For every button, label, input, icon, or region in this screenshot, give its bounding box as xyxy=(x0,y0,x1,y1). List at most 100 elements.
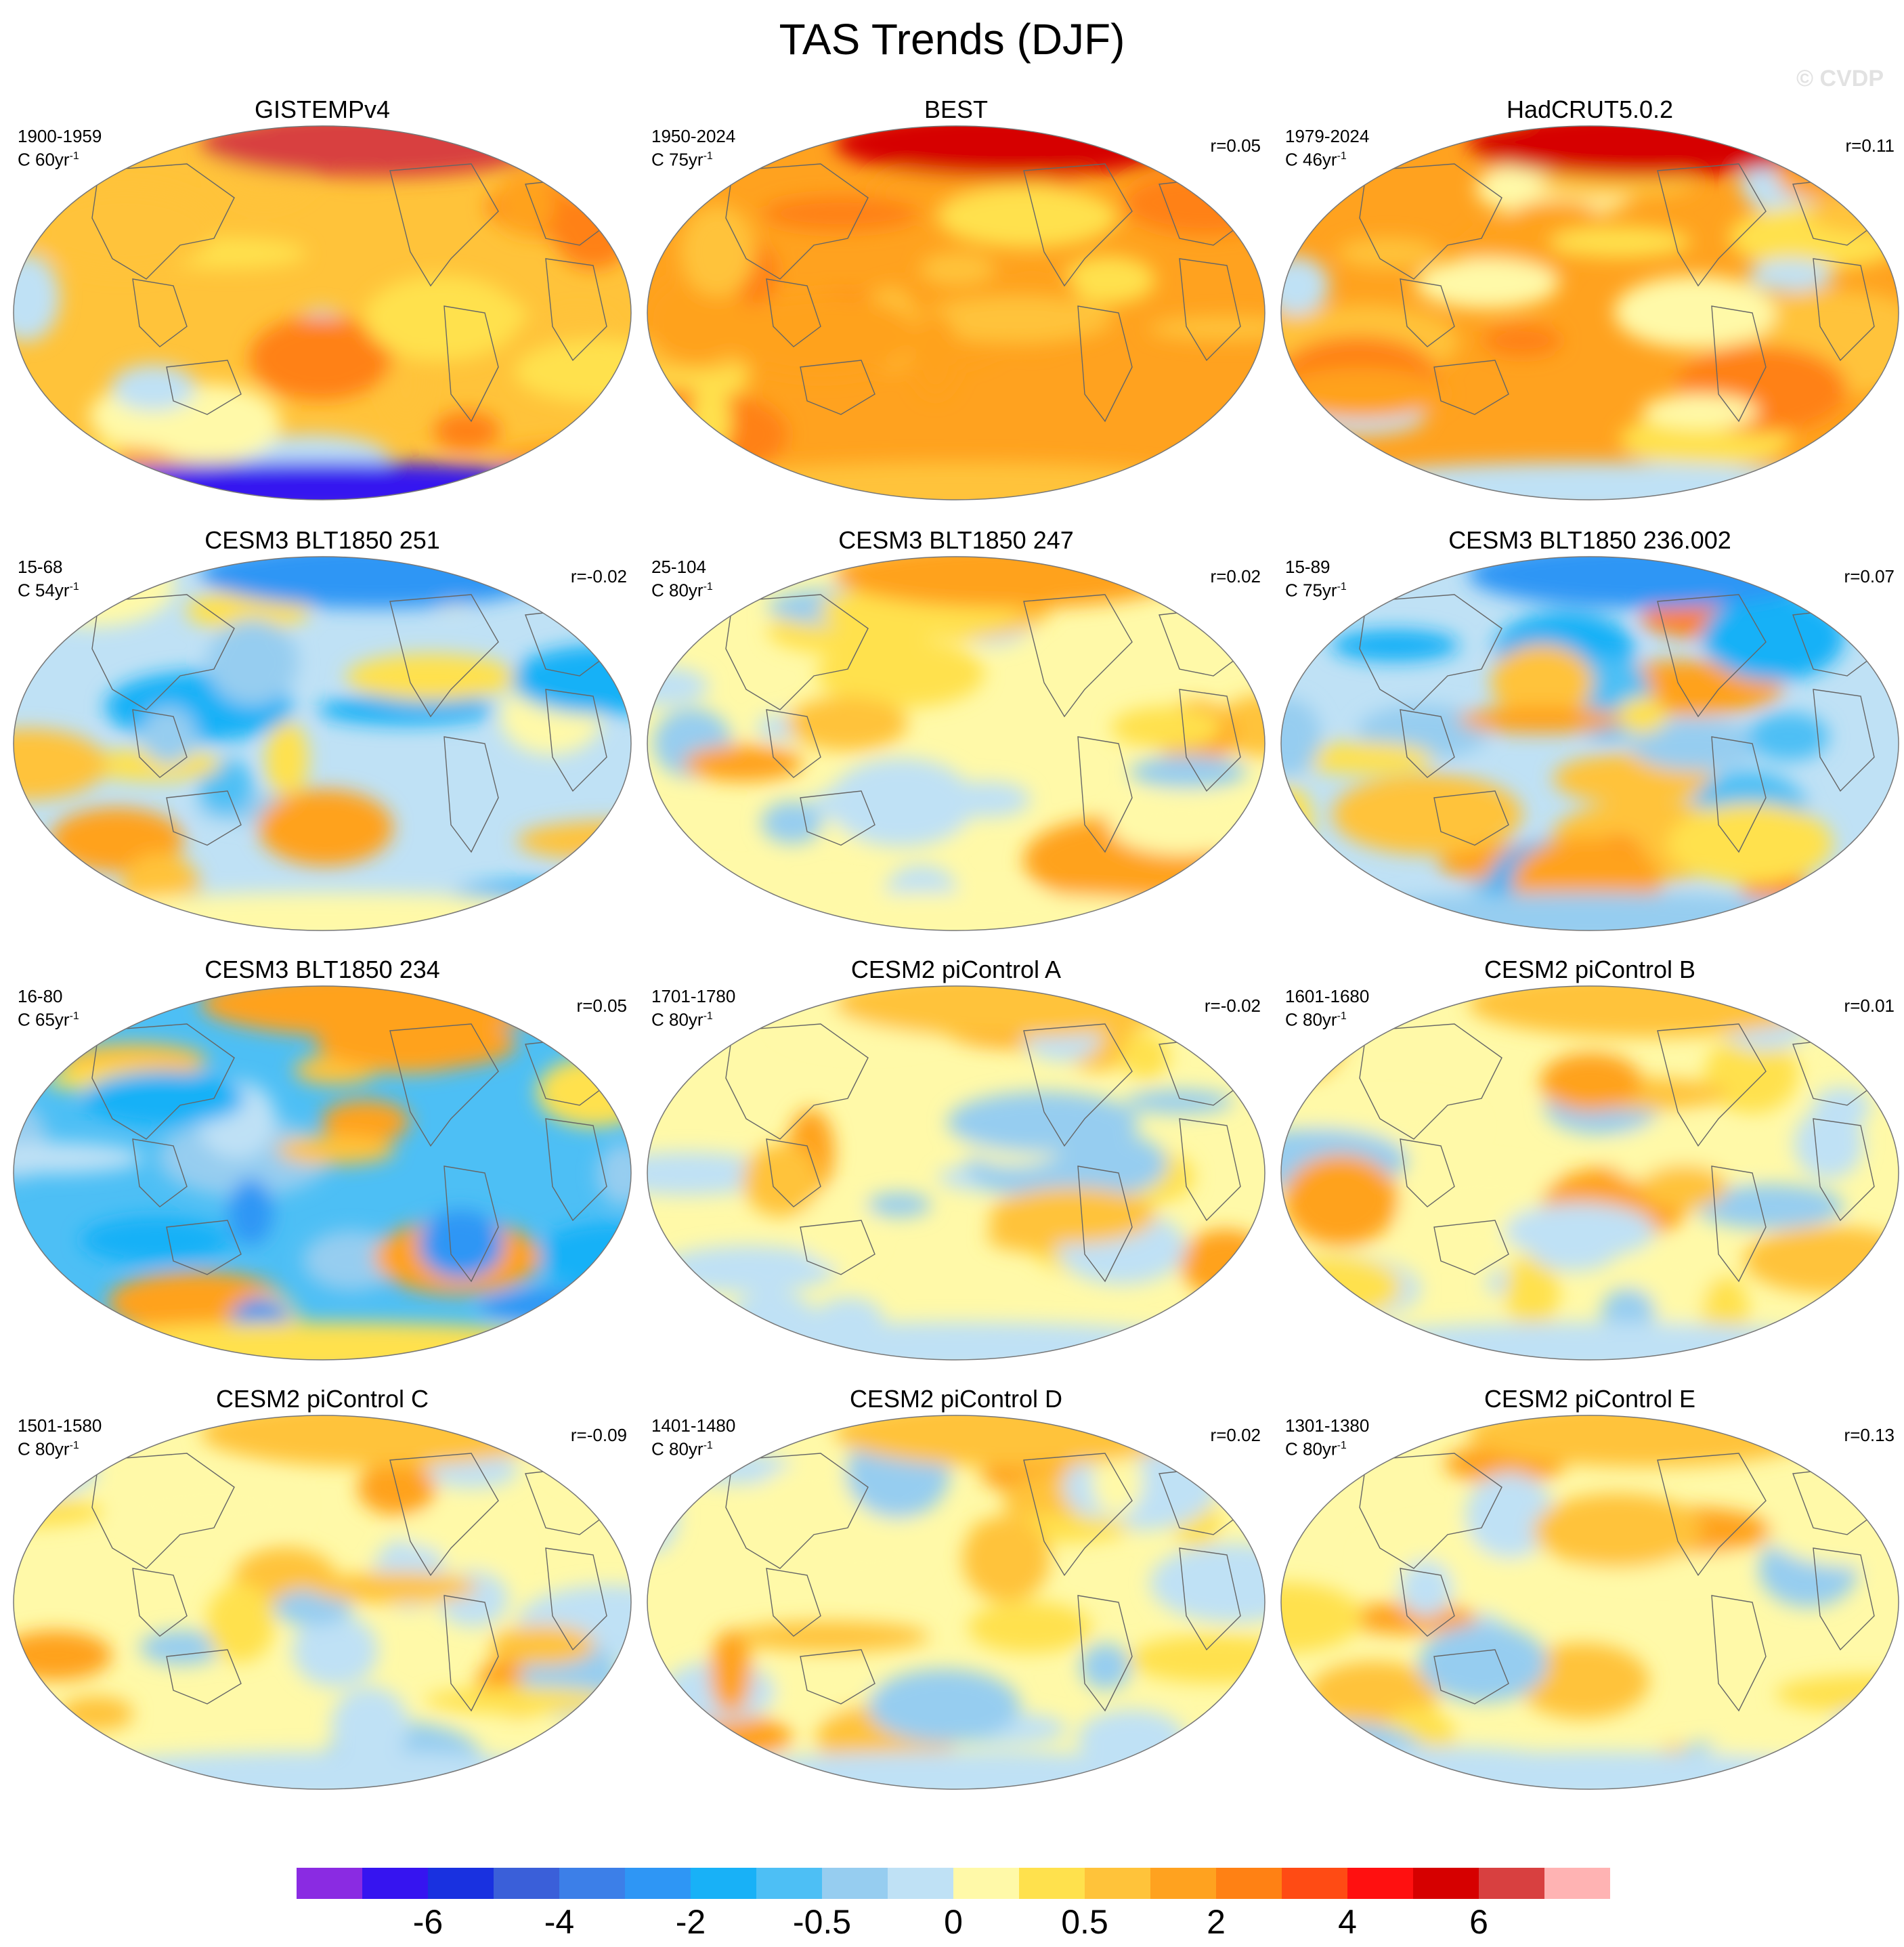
colorbar-tick-label: -4 xyxy=(544,1903,575,1941)
anomaly-region xyxy=(1458,706,1626,733)
colorbar-swatch xyxy=(888,1868,954,1899)
colorbar-swatch xyxy=(494,1868,560,1899)
coastline xyxy=(166,1649,242,1705)
cvdp-watermark: © CVDP xyxy=(1796,66,1884,91)
panel-scale-unit: C 65yr-1 xyxy=(18,1009,79,1030)
antarctic-region xyxy=(1305,893,1874,930)
anomaly-region xyxy=(1775,148,1858,200)
coastline xyxy=(91,594,235,710)
panel-correlation: r=0.02 xyxy=(1210,566,1261,586)
panel-period: 1900-1959 xyxy=(18,126,102,146)
panel-period: 15-89 xyxy=(1285,557,1330,577)
map-panel: CESM3 BLT1850 234 16-80 C 65yr-1 r=0.05 xyxy=(5,955,639,1382)
anomaly-region xyxy=(310,1572,479,1604)
anomaly-region xyxy=(276,1135,395,1165)
coastline xyxy=(132,1568,188,1637)
colorbar-swatch xyxy=(1019,1868,1085,1899)
map-border xyxy=(13,125,632,500)
panel-correlation: r=0.01 xyxy=(1844,996,1895,1016)
colorbar-swatch xyxy=(1479,1868,1545,1899)
anomaly-region xyxy=(139,1630,223,1665)
coastline xyxy=(1179,1118,1241,1222)
anomaly-region xyxy=(1483,324,1562,356)
anomaly-region xyxy=(1121,1033,1170,1079)
anomaly-region xyxy=(989,1187,1156,1244)
map-panel: CESM3 BLT1850 236.002 15-89 C 75yr-1 r=0.07 xyxy=(1273,526,1904,952)
colorbar-swatch xyxy=(1544,1868,1610,1899)
coastline xyxy=(766,1138,821,1207)
panel-scale-unit: C 75yr-1 xyxy=(1285,580,1347,601)
colorbar-tick-label: 4 xyxy=(1338,1903,1357,1941)
coastline xyxy=(1400,1568,1455,1637)
panel-scale-unit: C 60yr-1 xyxy=(18,149,79,170)
anomaly-region xyxy=(1399,1560,1452,1617)
anomaly-region xyxy=(480,1288,627,1323)
anomaly-region xyxy=(58,1696,134,1731)
coastline xyxy=(91,1453,235,1569)
map-panel: CESM2 piControl C 1501-1580 C 80yr-1 r=-0.0… xyxy=(5,1384,639,1811)
panel-scale-unit: C 46yr-1 xyxy=(1285,149,1347,170)
colorbar-tick-label: -0.5 xyxy=(792,1903,852,1941)
anomaly-region xyxy=(206,1583,275,1663)
coastline xyxy=(1813,1547,1875,1651)
map-border xyxy=(1280,985,1899,1361)
map-panel: CESM2 piControl B 1601-1680 C 80yr-1 r=0.01 xyxy=(1273,955,1904,1382)
panel-scale-unit: C 80yr-1 xyxy=(1285,1438,1347,1459)
colorbar-swatch xyxy=(1085,1868,1151,1899)
coastline xyxy=(132,1138,188,1207)
panel-title: CESM2 piControl A xyxy=(850,956,1062,983)
coastline xyxy=(1400,1138,1455,1207)
coastline xyxy=(766,278,821,347)
anomaly-region xyxy=(320,1100,410,1143)
colorbar-swatch xyxy=(559,1868,626,1899)
coastline xyxy=(1077,736,1133,853)
colorbar-swatch xyxy=(691,1868,757,1899)
anomaly-region xyxy=(1337,238,1440,269)
map-border xyxy=(647,556,1265,931)
panel-title: CESM2 piControl E xyxy=(1484,1385,1696,1413)
anomaly-region xyxy=(1641,1165,1727,1210)
anomaly-region xyxy=(912,312,959,397)
colorbar-swatch xyxy=(428,1868,494,1899)
anomaly-region xyxy=(1097,859,1181,886)
anomaly-region xyxy=(1180,1229,1265,1298)
anomaly-region xyxy=(331,1686,409,1765)
coastline xyxy=(1711,1595,1767,1712)
coastline xyxy=(389,1453,499,1577)
panel-scale-unit: C 80yr-1 xyxy=(651,1438,713,1459)
anomaly-region xyxy=(14,253,60,342)
anomaly-region xyxy=(1794,1108,1864,1180)
anomaly-region xyxy=(1108,793,1253,855)
anomaly-region xyxy=(798,1499,924,1583)
anomaly-region xyxy=(1607,1124,1763,1189)
coastline xyxy=(545,1118,607,1222)
anomaly-region xyxy=(35,188,215,272)
anomaly-region xyxy=(1769,1499,1899,1568)
panel-period: 1701-1780 xyxy=(651,986,736,1006)
trend-map xyxy=(13,556,632,931)
panel-title: GISTEMPv4 xyxy=(254,95,391,123)
coastline xyxy=(1077,1165,1133,1283)
panel-title: CESM3 BLT1850 247 xyxy=(838,526,1074,554)
anomaly-region xyxy=(817,639,985,708)
coastline xyxy=(725,1453,869,1569)
panel-title: CESM2 piControl C xyxy=(215,1385,429,1413)
panel-period: 1301-1380 xyxy=(1285,1415,1370,1436)
panel-period: 25-104 xyxy=(651,557,706,577)
coastline xyxy=(1023,594,1133,718)
coastline xyxy=(166,360,242,415)
trend-map xyxy=(647,1415,1265,1790)
antarctic-region xyxy=(38,462,607,500)
panel-period: 15-68 xyxy=(18,557,63,577)
antarctic-region xyxy=(38,893,607,930)
antarctic-region xyxy=(38,1751,607,1789)
coastline xyxy=(389,594,499,718)
coastline xyxy=(545,1547,607,1651)
anomaly-region xyxy=(1702,593,1844,681)
anomaly-region xyxy=(1281,698,1322,776)
coastline xyxy=(1657,163,1767,287)
map-border xyxy=(1280,125,1899,500)
anomaly-region xyxy=(799,1196,877,1266)
coastline xyxy=(800,1220,875,1275)
anomaly-region xyxy=(1332,774,1523,855)
